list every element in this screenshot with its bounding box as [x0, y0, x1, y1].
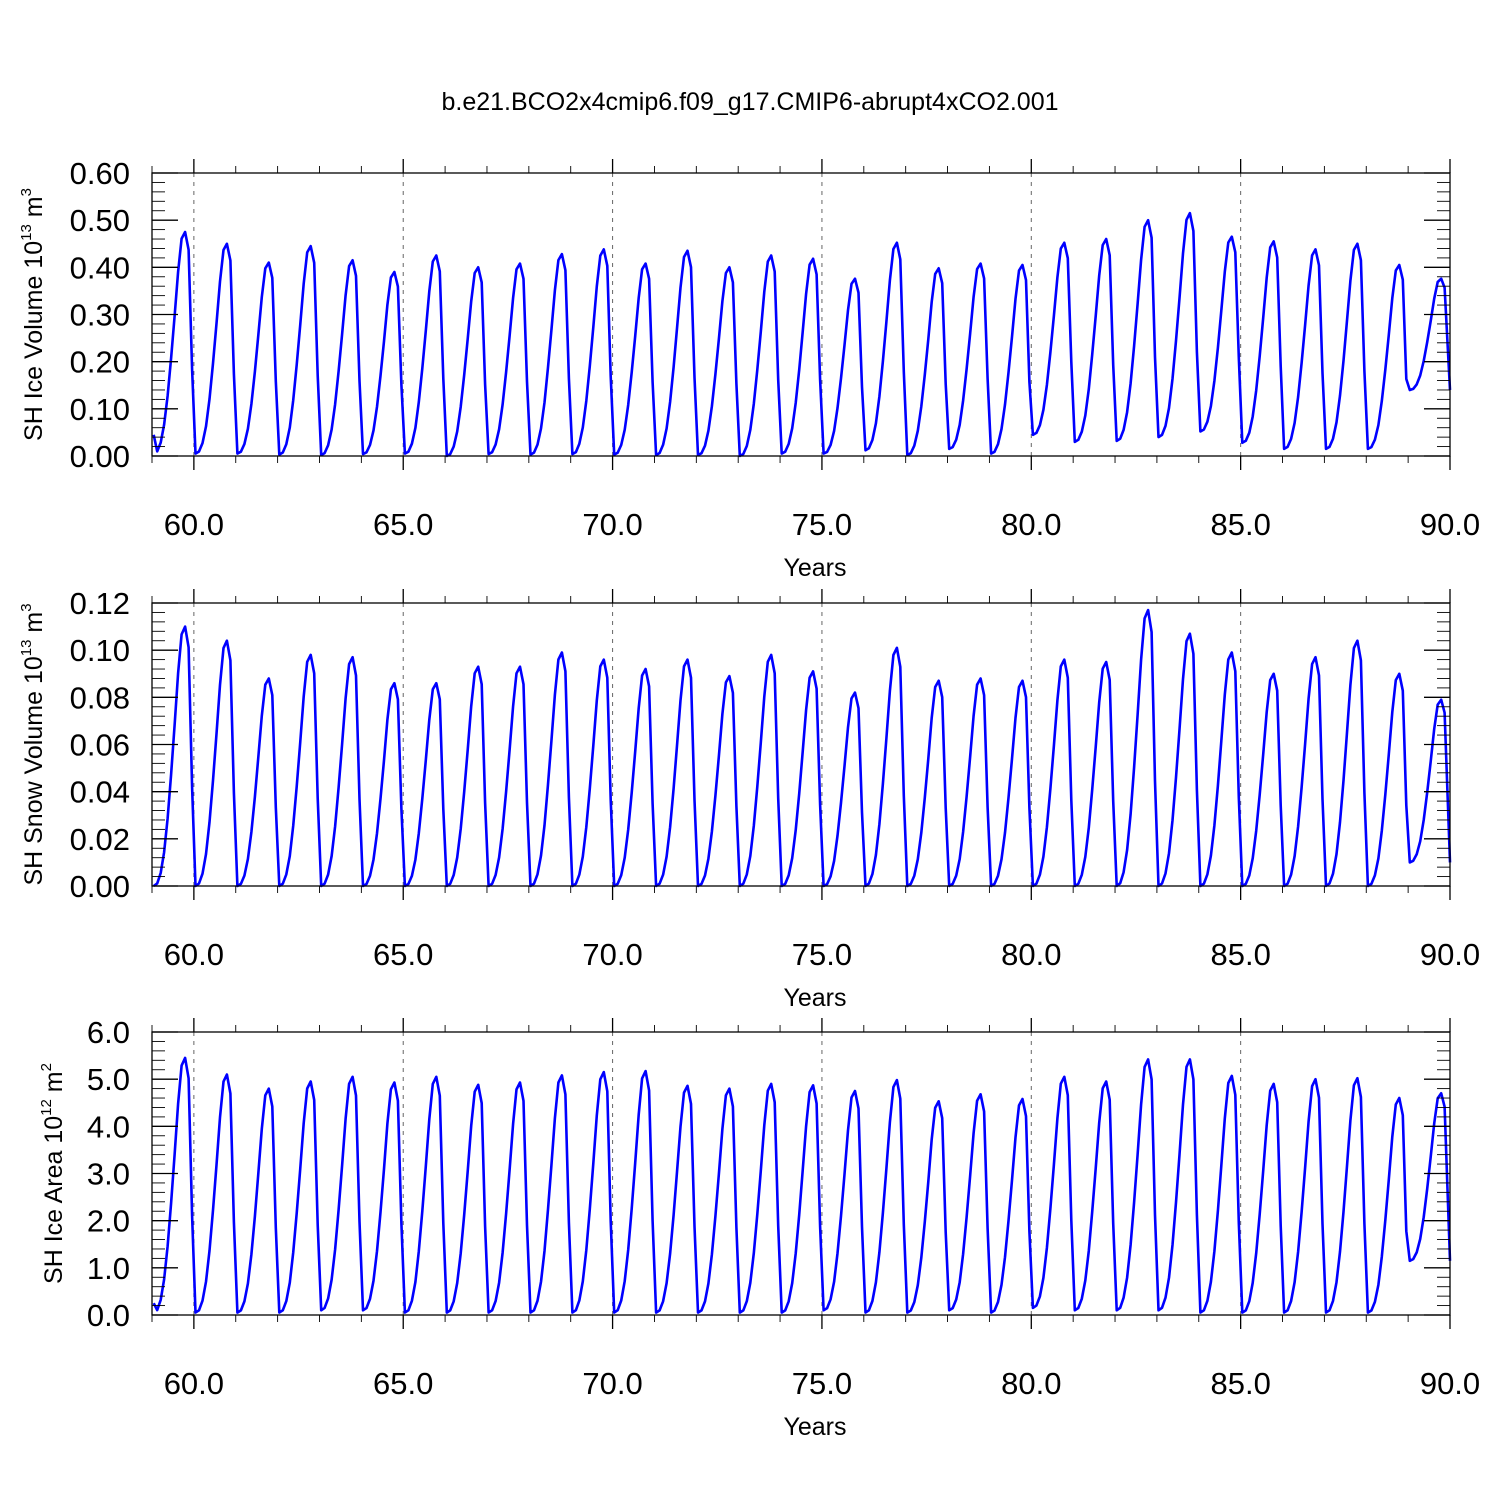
x-tick-label: 90.0	[1420, 937, 1480, 972]
y-tick-label: 5.0	[87, 1062, 130, 1097]
y-axis-label: SH Snow Volume 1013 m3	[18, 603, 48, 885]
y-axis-label-exponent: 12	[38, 1099, 55, 1116]
x-tick-label: 80.0	[1001, 1366, 1061, 1401]
x-axis-label: Years	[783, 1413, 846, 1441]
x-tick-label: 90.0	[1420, 507, 1480, 542]
y-tick-label: 6.0	[87, 1015, 130, 1050]
y-tick-label: 0.04	[70, 775, 130, 810]
y-axis-label-base: SH Ice Area 10	[40, 1116, 68, 1284]
series-line	[152, 211, 1452, 458]
y-tick-label: 0.08	[70, 680, 130, 715]
y-tick-label: 0.60	[70, 156, 130, 191]
x-tick-label: 85.0	[1210, 1366, 1270, 1401]
x-tick-label: 75.0	[792, 1366, 852, 1401]
x-tick-label: 80.0	[1001, 937, 1061, 972]
y-tick-label: 0.0	[87, 1298, 130, 1333]
y-tick-label: 0.10	[70, 392, 130, 427]
series-line	[152, 608, 1452, 888]
y-axis-label-unit-exponent: 2	[38, 1063, 55, 1071]
x-tick-label: 75.0	[792, 937, 852, 972]
y-axis-label-base: SH Snow Volume 10	[20, 656, 48, 885]
y-tick-label: 0.20	[70, 345, 130, 380]
x-axis-label: Years	[783, 554, 846, 582]
x-tick-label: 65.0	[373, 507, 433, 542]
y-axis-label: SH Ice Volume 1013 m3	[18, 188, 48, 441]
figure-title: b.e21.BCO2x4cmip6.f09_g17.CMIP6-abrupt4x…	[441, 88, 1058, 116]
y-tick-label: 0.00	[70, 439, 130, 474]
y-tick-label: 0.06	[70, 728, 130, 763]
y-axis-label-unit-exponent: 3	[18, 188, 35, 196]
x-tick-label: 65.0	[373, 1366, 433, 1401]
y-tick-label: 4.0	[87, 1109, 130, 1144]
y-axis-label-exponent: 13	[18, 640, 35, 657]
y-axis-label-unit: m	[20, 196, 48, 224]
x-tick-label: 90.0	[1420, 1366, 1480, 1401]
panel-ice-volume: 60.0 65.0 70.0 75.0 80.0 85.0 90.0 0.00 0.10 0.20…	[18, 156, 1480, 582]
x-tick-label: 70.0	[582, 507, 642, 542]
y-tick-label: 2.0	[87, 1204, 130, 1239]
y-axis-label-base: SH Ice Volume 10	[20, 241, 48, 441]
x-axis-label: Years	[783, 984, 846, 1012]
x-tick-label: 60.0	[164, 1366, 224, 1401]
plot-frame	[151, 172, 1451, 457]
panel-snow-volume: 60.0 65.0 70.0 75.0 80.0 85.0 90.0 0.00 0.02 0.04…	[18, 586, 1480, 1012]
y-tick-label: 0.00	[70, 869, 130, 904]
y-axis-label-exponent: 13	[18, 224, 35, 241]
y-axis-label-unit-exponent: 3	[18, 603, 35, 611]
y-tick-label: 3.0	[87, 1157, 130, 1192]
x-tick-label: 85.0	[1210, 507, 1270, 542]
x-tick-label: 60.0	[164, 937, 224, 972]
y-tick-label: 0.12	[70, 586, 130, 621]
y-tick-label: 0.02	[70, 822, 130, 857]
y-tick-label: 0.30	[70, 298, 130, 333]
y-tick-label: 0.40	[70, 250, 130, 285]
y-tick-label: 0.50	[70, 203, 130, 238]
y-axis-label-unit: m	[20, 612, 48, 640]
series-line	[152, 1056, 1452, 1314]
y-tick-label: 1.0	[87, 1251, 130, 1286]
y-axis-label-unit: m	[40, 1071, 68, 1099]
plot-frame	[151, 1031, 1451, 1316]
x-tick-label: 75.0	[792, 507, 852, 542]
x-tick-label: 80.0	[1001, 507, 1061, 542]
x-tick-label: 70.0	[582, 1366, 642, 1401]
y-axis-label: SH Ice Area 1012 m2	[38, 1063, 68, 1284]
x-tick-label: 65.0	[373, 937, 433, 972]
x-tick-label: 60.0	[164, 507, 224, 542]
panel-ice-area: 60.0 65.0 70.0 75.0 80.0 85.0 90.0 0.0 1.0 2.0 3.0…	[38, 1015, 1480, 1441]
y-tick-label: 0.10	[70, 633, 130, 668]
x-tick-label: 85.0	[1210, 937, 1270, 972]
x-tick-label: 70.0	[582, 937, 642, 972]
